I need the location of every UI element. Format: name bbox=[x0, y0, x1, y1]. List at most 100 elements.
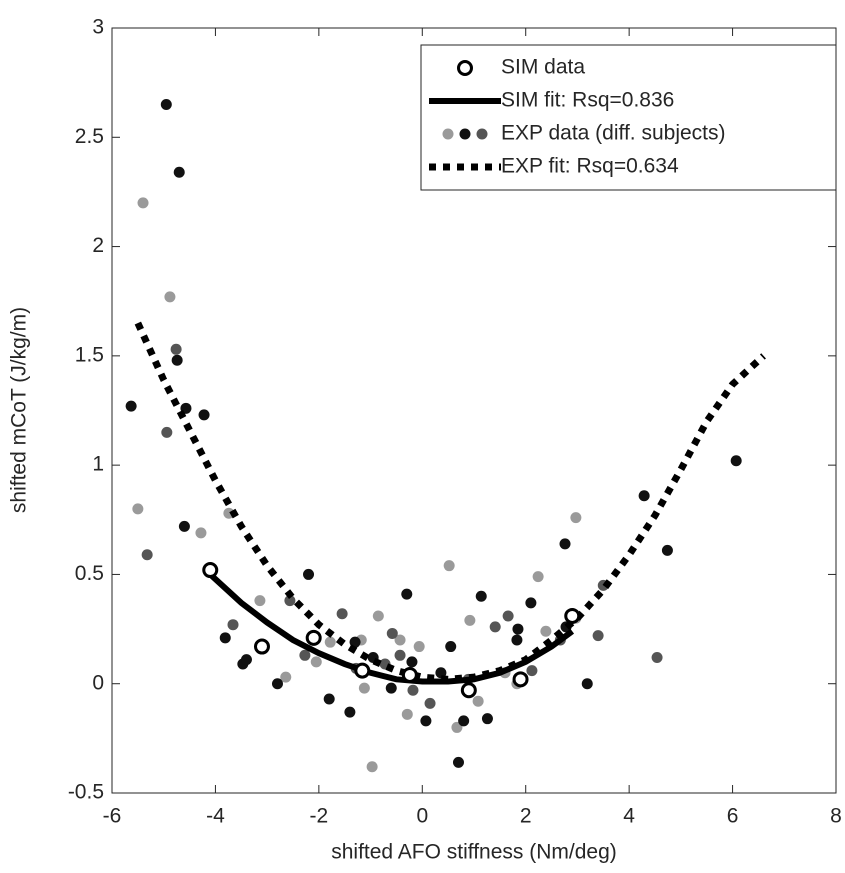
exp-point bbox=[532, 571, 544, 583]
exp-point bbox=[366, 761, 378, 773]
exp-point bbox=[386, 627, 398, 639]
sim-point bbox=[512, 671, 529, 688]
x-tick-label: -2 bbox=[310, 805, 329, 828]
axes-box bbox=[111, 27, 837, 794]
x-tick-label: 8 bbox=[830, 805, 842, 828]
exp-point bbox=[173, 166, 185, 178]
exp-point bbox=[160, 99, 172, 110]
legend-marker bbox=[476, 128, 488, 140]
sim-point bbox=[253, 638, 270, 655]
exp-point bbox=[227, 619, 239, 631]
sim-point bbox=[564, 607, 581, 624]
exp-point bbox=[358, 682, 370, 694]
legend-label: EXP data (diff. subjects) bbox=[501, 122, 726, 145]
exp-point bbox=[394, 649, 406, 661]
y-axis-label: shifted mCoT (J/kg/m) bbox=[8, 307, 31, 513]
exp-point bbox=[372, 610, 384, 622]
x-tick-label: 0 bbox=[416, 805, 428, 828]
exp-point bbox=[512, 623, 524, 635]
exp-point bbox=[525, 597, 537, 609]
y-tick-label: 2 bbox=[92, 234, 104, 257]
exp-point bbox=[481, 713, 493, 725]
exp-point bbox=[344, 706, 356, 718]
y-tick-label: -0.5 bbox=[68, 781, 104, 804]
legend: SIM data SIM fit: Rsq=0.836 EXP data (diff… bbox=[420, 44, 837, 191]
exp-point bbox=[443, 560, 455, 572]
exp-point bbox=[324, 636, 336, 648]
x-axis-label: shifted AFO stiffness (Nm/deg) bbox=[331, 841, 617, 864]
exp-point bbox=[661, 544, 673, 556]
exp-point bbox=[401, 708, 413, 720]
exp-point bbox=[502, 610, 514, 622]
y-tick-label: 0.5 bbox=[75, 562, 104, 585]
exp-point bbox=[458, 715, 470, 727]
exp-point bbox=[141, 549, 153, 561]
exp-point bbox=[284, 595, 296, 607]
exp-point bbox=[559, 538, 571, 550]
x-tick-label: 2 bbox=[520, 805, 532, 828]
sim-point bbox=[354, 662, 371, 679]
exp-point bbox=[413, 641, 425, 653]
exp-point bbox=[303, 568, 315, 580]
sim-point bbox=[460, 682, 477, 699]
exp-point bbox=[445, 641, 457, 653]
exp-point bbox=[161, 426, 173, 438]
exp-point bbox=[394, 634, 406, 646]
exp-point bbox=[385, 682, 397, 694]
y-tick-label: 2.5 bbox=[75, 125, 104, 148]
y-tick-label: 1.5 bbox=[75, 343, 104, 366]
plot-area bbox=[125, 99, 766, 773]
exp-point bbox=[178, 520, 190, 532]
sim-point bbox=[202, 562, 219, 579]
exp-point bbox=[137, 197, 149, 209]
exp-point bbox=[540, 625, 552, 637]
fit-line bbox=[134, 321, 766, 683]
legend-label: SIM fit: Rsq=0.836 bbox=[501, 89, 674, 112]
exp-point bbox=[407, 684, 419, 696]
exp-point bbox=[240, 654, 252, 666]
exp-point bbox=[424, 697, 436, 709]
exp-point bbox=[219, 632, 231, 644]
x-tick-label: -4 bbox=[206, 805, 225, 828]
legend-label: SIM data bbox=[501, 56, 585, 79]
y-tick-label: 3 bbox=[92, 16, 104, 39]
exp-point bbox=[310, 656, 322, 668]
exp-point bbox=[254, 595, 266, 607]
exp-point bbox=[592, 630, 604, 642]
exp-point bbox=[171, 354, 183, 366]
y-tick-label: 1 bbox=[92, 453, 104, 476]
exp-point bbox=[132, 503, 144, 515]
exp-point bbox=[323, 693, 335, 705]
exp-point bbox=[730, 455, 742, 467]
x-tick-label: 4 bbox=[623, 805, 635, 828]
sim-point bbox=[305, 629, 322, 646]
exp-point bbox=[526, 665, 538, 677]
exp-point bbox=[475, 590, 487, 602]
x-tick-label: 6 bbox=[727, 805, 739, 828]
sim-point bbox=[401, 666, 418, 683]
y-tick-label: 0 bbox=[92, 671, 104, 694]
exp-point bbox=[464, 614, 476, 626]
x-tick-label: -6 bbox=[103, 805, 122, 828]
legend-marker bbox=[442, 128, 454, 140]
exp-point bbox=[452, 756, 464, 768]
legend-marker bbox=[459, 128, 471, 140]
exp-point bbox=[581, 678, 593, 690]
exp-point bbox=[420, 715, 432, 727]
exp-point bbox=[195, 527, 207, 539]
legend-label: EXP fit: Rsq=0.634 bbox=[501, 155, 679, 178]
exp-point bbox=[280, 671, 292, 683]
exp-point bbox=[638, 490, 650, 502]
legend-marker bbox=[457, 60, 473, 76]
exp-point bbox=[271, 678, 283, 690]
exp-point bbox=[164, 291, 176, 303]
exp-point bbox=[651, 651, 663, 663]
exp-point bbox=[401, 588, 413, 600]
exp-point bbox=[472, 695, 484, 707]
exp-point bbox=[299, 649, 311, 661]
exp-point bbox=[336, 608, 348, 620]
fit-line bbox=[208, 572, 575, 685]
exp-point bbox=[198, 409, 210, 421]
exp-point bbox=[489, 621, 501, 633]
